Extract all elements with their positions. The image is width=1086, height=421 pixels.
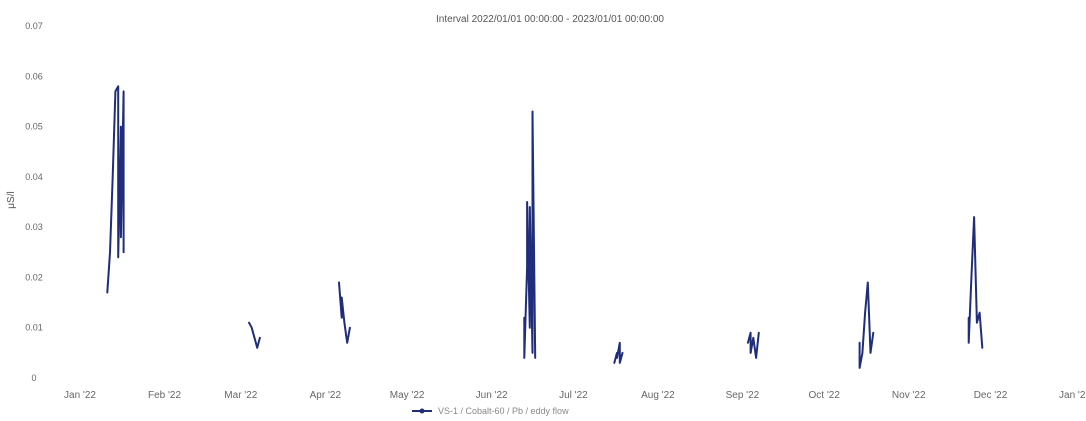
y-tick-label: 0.06 — [25, 71, 43, 81]
x-tick-label: Nov '22 — [892, 390, 926, 401]
series-layer — [106, 85, 984, 369]
series-line — [248, 321, 261, 349]
x-tick-label: May '22 — [390, 390, 425, 401]
y-tick-label: 0.01 — [25, 323, 43, 333]
x-tick-label: Apr '22 — [310, 390, 342, 401]
chart-title: Interval 2022/01/01 00:00:00 - 2023/01/0… — [436, 14, 664, 25]
x-tick-label: Mar '22 — [224, 390, 257, 401]
y-tick-label: 0 — [31, 373, 36, 383]
x-tick-label: Jan '23 — [1059, 390, 1086, 401]
series-line — [523, 110, 537, 359]
series-line — [746, 331, 760, 359]
x-tick-label: Sep '22 — [726, 390, 760, 401]
legend-marker — [419, 408, 425, 414]
legend[interactable]: VS-1 / Cobalt-60 / Pb / eddy flow — [412, 406, 569, 416]
x-tick-label: Jan '22 — [64, 390, 96, 401]
series-line — [967, 216, 984, 349]
series-line — [858, 281, 875, 369]
y-axis-label: μS/l — [6, 191, 17, 208]
series-line — [338, 281, 351, 344]
y-tick-label: 0.02 — [25, 272, 43, 282]
x-tick-label: Dec '22 — [974, 390, 1008, 401]
y-tick-label: 0.04 — [25, 172, 43, 182]
x-tick-label: Feb '22 — [148, 390, 181, 401]
x-tick-label: Jun '22 — [476, 390, 508, 401]
legend-label[interactable]: VS-1 / Cobalt-60 / Pb / eddy flow — [438, 406, 569, 416]
series-line — [106, 85, 125, 294]
x-tick-label: Aug '22 — [641, 390, 675, 401]
y-tick-label: 0.07 — [25, 21, 43, 31]
x-tick-label: Jul '22 — [559, 390, 588, 401]
x-axis: Jan '22 Feb '22 Mar '22 Apr '22 May '22 Jun '… — [64, 390, 1086, 401]
y-tick-label: 0.03 — [25, 222, 43, 232]
y-tick-label: 0.05 — [25, 122, 43, 132]
y-axis: 0 0.01 0.02 0.03 0.04 0.05 0.06 0.07 — [25, 21, 43, 383]
x-tick-label: Oct '22 — [809, 390, 841, 401]
series-line — [613, 341, 624, 364]
